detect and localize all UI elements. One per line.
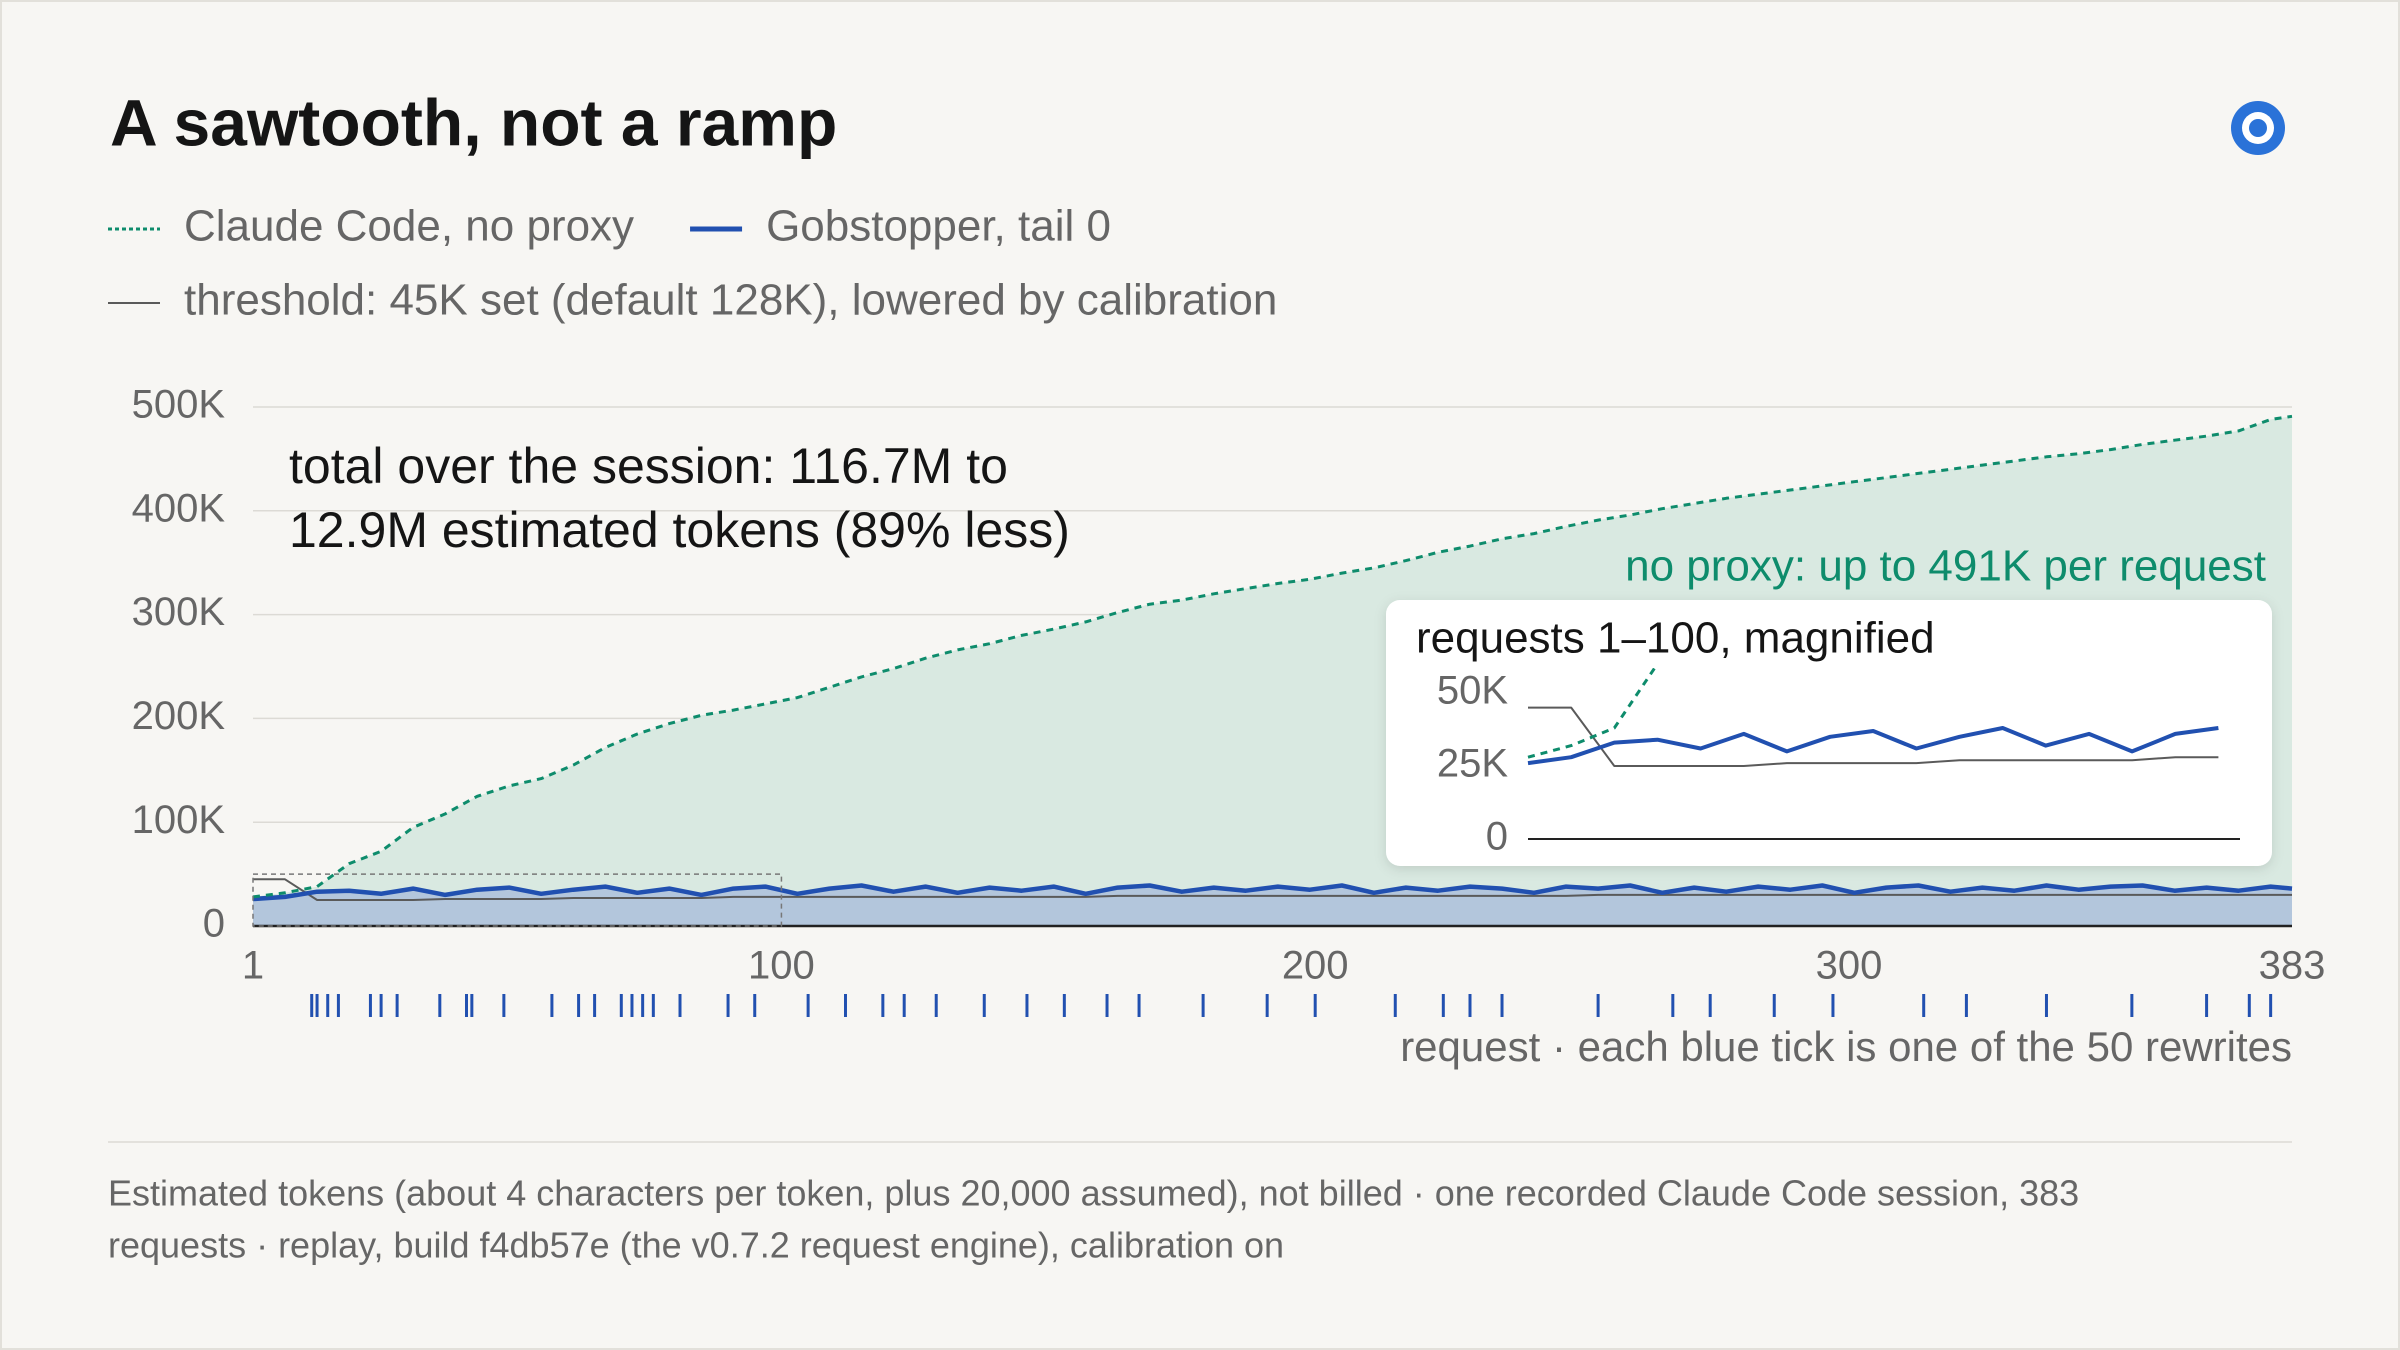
legend-label: Claude Code, no proxy	[184, 202, 634, 251]
x-tick-label: 1	[242, 944, 264, 988]
y-tick-label: 100K	[132, 798, 226, 842]
inset-panel	[1386, 600, 2272, 866]
x-tick-label: 300	[1816, 944, 1883, 988]
chart-title: A sawtooth, not a ramp	[110, 85, 837, 159]
inset-y-tick-label: 0	[1486, 815, 1508, 859]
legend-label: threshold: 45K set (default 128K), lower…	[184, 276, 1277, 325]
footnote: requests · replay, build f4db57e (the v0…	[108, 1225, 1284, 1266]
y-tick-label: 200K	[132, 694, 226, 738]
menu-icon[interactable]	[2231, 101, 2285, 155]
icon-dot	[2249, 119, 2267, 137]
series-line	[253, 878, 2292, 901]
inset-y-tick-label: 25K	[1437, 742, 1508, 786]
series-line	[252, 883, 2293, 902]
footnote: Estimated tokens (about 4 characters per…	[108, 1173, 2079, 1214]
x-tick-label: 100	[748, 944, 815, 988]
y-tick-label: 0	[203, 902, 225, 946]
annotation-peak: no proxy: up to 491K per request	[1625, 542, 2266, 591]
y-tick-label: 400K	[132, 486, 226, 530]
y-tick-label: 500K	[132, 383, 226, 427]
inset-series-line	[1527, 726, 2219, 766]
x-tick-label: 383	[2259, 944, 2326, 988]
legend-label: Gobstopper, tail 0	[766, 202, 1111, 251]
y-tick-label: 300K	[132, 590, 226, 634]
annotation: total over the session: 116.7M to	[289, 438, 1008, 494]
inset-lines	[1527, 668, 2219, 767]
series-line	[252, 414, 2293, 899]
x-axis-label: request · each blue tick is one of the 5…	[1400, 1023, 2292, 1070]
annotation: 12.9M estimated tokens (89% less)	[289, 502, 1070, 558]
inset-series-line	[1528, 706, 2219, 767]
inset-y-tick-label: 50K	[1437, 669, 1508, 713]
inset: requests 1–100, magnified 0 25K 50K	[1386, 600, 2272, 866]
inset-title: requests 1–100, magnified	[1416, 614, 1935, 663]
x-tick-label: 200	[1282, 944, 1349, 988]
zoom-region	[252, 873, 783, 927]
